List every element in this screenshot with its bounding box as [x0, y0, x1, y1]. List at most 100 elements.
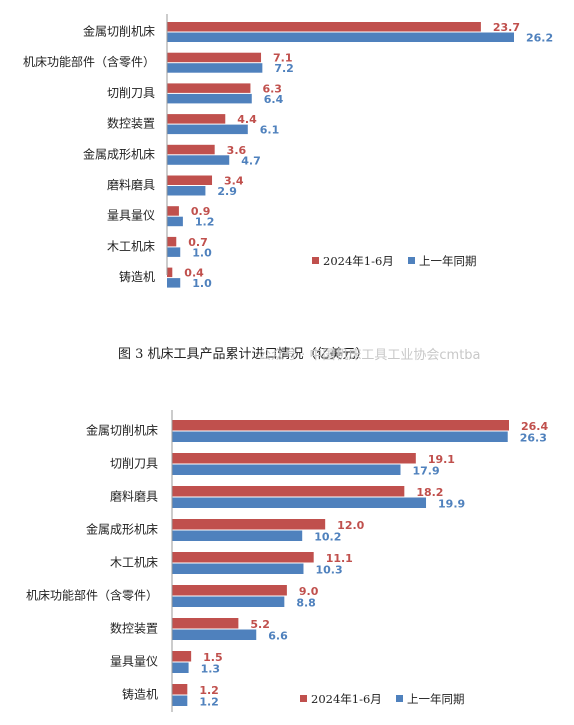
data-label: 1.2: [199, 684, 219, 697]
category-label: 机床功能部件（含零件）: [23, 54, 155, 69]
bar-previous: [172, 563, 304, 574]
category-label: 切削刀具: [107, 86, 155, 100]
data-label: 1.3: [201, 663, 221, 676]
bar-previous: [167, 186, 206, 196]
data-label: 7.2: [274, 62, 294, 75]
category-label: 量具量仪: [107, 209, 155, 223]
bar-previous: [167, 278, 181, 288]
data-label: 4.7: [241, 154, 261, 167]
data-label: 0.9: [191, 205, 211, 218]
bar-current: [172, 453, 416, 464]
legend-label: 上一年同期: [419, 254, 477, 268]
bar-current: [172, 552, 314, 563]
legend-label: 2024年1-6月: [311, 692, 382, 706]
bar-previous: [167, 124, 248, 135]
category-label: 切削刀具: [110, 457, 158, 471]
chart-bottom: 金属切削机床 26.426.3 切削刀具 19.117.9 磨料磨具 18.219.9 金属…: [26, 410, 548, 712]
data-label: 12.0: [337, 519, 364, 532]
bar-current: [167, 22, 481, 32]
data-label: 18.2: [416, 486, 443, 499]
legend-swatch-current: [312, 257, 319, 264]
bar-previous: [172, 662, 189, 673]
data-label: 2.9: [217, 185, 237, 198]
bar-current: [172, 519, 326, 530]
legend-swatch-current: [300, 695, 307, 702]
data-label: 9.0: [299, 585, 319, 598]
bar-previous: [172, 431, 508, 442]
watermark: 公众号 · 中国机床工具工业协会cmtba: [258, 348, 481, 363]
figure-caption: 图 3 机床工具产品累计进口情况（亿美元）: [118, 347, 369, 362]
category-label: 磨料磨具: [107, 178, 155, 192]
data-label: 1.2: [199, 696, 219, 709]
bar-current: [167, 236, 177, 247]
data-label: 19.1: [428, 453, 455, 466]
bar-previous: [172, 695, 188, 706]
data-label: 5.2: [250, 618, 270, 631]
data-label: 26.3: [520, 432, 547, 445]
bar-previous: [172, 596, 285, 607]
legend-label: 2024年1-6月: [323, 254, 394, 268]
bar-previous: [172, 464, 401, 475]
data-label: 0.4: [184, 267, 204, 280]
data-label: 6.4: [264, 93, 284, 106]
category-label: 铸造机: [119, 269, 155, 284]
category-label: 木工机床: [110, 556, 158, 570]
category-label: 金属切削机床: [83, 24, 155, 39]
bar-current: [167, 206, 179, 216]
data-label: 1.2: [195, 216, 215, 229]
bar-previous: [172, 497, 427, 508]
data-label: 6.6: [268, 630, 288, 643]
category-label: 铸造机: [122, 687, 158, 702]
data-label: 19.9: [438, 498, 465, 511]
bar-previous: [172, 629, 257, 640]
category-label: 金属成形机床: [86, 522, 158, 537]
bar-previous: [167, 93, 252, 104]
bar-previous: [167, 247, 181, 257]
bar-current: [167, 267, 173, 278]
data-label: 1.5: [203, 651, 223, 664]
bar-current: [172, 486, 405, 497]
data-label: 7.1: [273, 52, 293, 65]
data-label: 0.7: [188, 236, 208, 249]
bar-current: [167, 144, 215, 155]
bar-previous: [167, 155, 230, 165]
legend-swatch-previous: [408, 257, 415, 264]
data-label: 3.6: [227, 144, 247, 157]
bar-current: [167, 83, 251, 93]
data-label: 10.3: [315, 564, 342, 577]
data-label: 6.1: [260, 124, 280, 137]
data-label: 4.4: [237, 113, 257, 126]
data-label: 23.7: [493, 21, 520, 34]
data-label: 26.4: [521, 420, 548, 433]
category-label: 量具量仪: [110, 655, 158, 669]
bar-previous: [167, 216, 183, 227]
data-label: 6.3: [262, 82, 282, 95]
bar-previous: [172, 530, 303, 541]
category-label: 数控装置: [110, 621, 158, 636]
bar-current: [172, 618, 239, 629]
category-label: 金属成形机床: [83, 146, 155, 161]
data-label: 10.2: [314, 531, 341, 544]
bar-previous: [167, 32, 514, 42]
data-label: 1.0: [192, 246, 212, 259]
bar-previous: [167, 63, 263, 73]
bar-current: [167, 175, 213, 185]
data-label: 3.4: [224, 175, 244, 188]
data-label: 11.1: [326, 552, 353, 565]
legend-swatch-previous: [396, 695, 403, 702]
data-label: 8.8: [296, 597, 316, 610]
legend-label: 上一年同期: [407, 692, 465, 706]
bar-current: [167, 52, 262, 63]
bar-current: [172, 585, 287, 596]
bar-current: [172, 420, 509, 431]
category-label: 金属切削机床: [86, 423, 158, 438]
category-label: 机床功能部件（含零件）: [26, 588, 158, 603]
data-label: 1.0: [192, 277, 212, 290]
category-label: 数控装置: [107, 116, 155, 131]
data-label: 26.2: [526, 32, 553, 45]
category-label: 木工机床: [107, 239, 155, 253]
bar-current: [172, 684, 188, 695]
bar-current: [172, 651, 192, 662]
